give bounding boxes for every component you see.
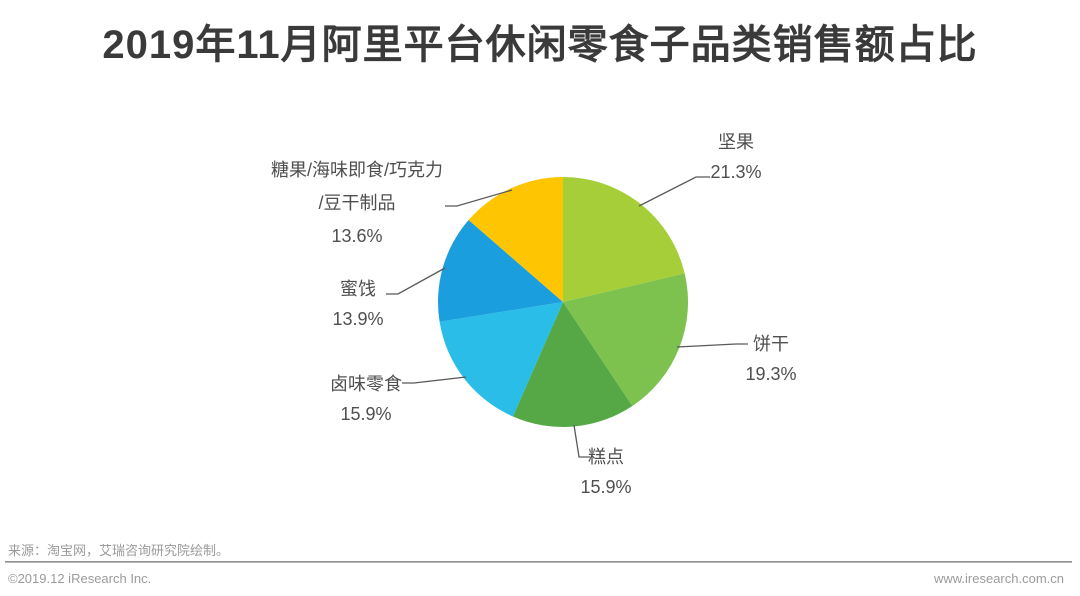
slice-label-candy-mix: 糖果/海味即食/巧克力 /豆干制品 13.6%	[237, 154, 477, 253]
leader-line-braised-snacks	[402, 376, 467, 384]
slice-value: 13.6%	[331, 226, 383, 246]
slice-name: 饼干	[753, 334, 789, 354]
leader-line-candy-mix	[445, 189, 513, 207]
slice-value: 15.9%	[340, 404, 392, 424]
copyright-text: ©2019.12 iResearch Inc.	[8, 571, 152, 586]
slice-label-pastry: 糕点 15.9%	[546, 442, 666, 502]
slice-name-line2: /豆干制品	[318, 193, 396, 213]
slice-label-preserved-fruit: 蜜饯 13.9%	[298, 274, 418, 334]
slice-name: 蜜饯	[340, 279, 376, 299]
slice-name: 卤味零食	[330, 374, 402, 394]
slice-name: 糕点	[588, 447, 624, 467]
pie-slice-candy-mix	[468, 176, 563, 302]
slice-name: 坚果	[718, 132, 754, 152]
slice-label-nuts: 坚果 21.3%	[676, 127, 796, 187]
leader-line-preserved-fruit	[386, 267, 446, 295]
website-url: www.iresearch.com.cn	[933, 571, 1064, 586]
slice-label-biscuits: 饼干 19.3%	[711, 329, 831, 389]
slice-name-line1: 糖果/海味即食/巧克力	[270, 160, 443, 180]
slice-value: 19.3%	[745, 364, 797, 384]
leader-line-nuts	[638, 176, 710, 207]
pie-slice-braised-snacks	[439, 302, 563, 417]
pie-slice-preserved-fruit	[438, 220, 563, 322]
slice-label-braised-snacks: 卤味零食 15.9%	[306, 369, 426, 429]
slice-value: 15.9%	[580, 477, 632, 497]
pie-slice-pastry	[512, 302, 633, 427]
chart-title: 2019年11月阿里平台休闲零食子品类销售额占比	[102, 23, 978, 67]
pie-slice-nuts	[563, 177, 685, 302]
leader-line-pastry	[573, 424, 590, 458]
pie-slice-biscuits	[563, 273, 689, 406]
slice-value: 13.9%	[332, 309, 384, 329]
slice-value: 21.3%	[710, 162, 762, 182]
footer-divider	[5, 561, 1072, 563]
source-note: 来源：淘宝网，艾瑞咨询研究院绘制。	[8, 543, 230, 558]
leader-line-biscuits	[676, 343, 748, 348]
